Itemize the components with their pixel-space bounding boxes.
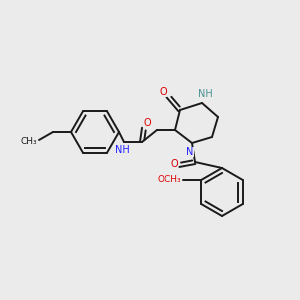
Text: O: O bbox=[170, 159, 178, 169]
Text: N: N bbox=[186, 147, 194, 157]
Text: NH: NH bbox=[115, 145, 129, 155]
Text: CH₃: CH₃ bbox=[21, 137, 37, 146]
Text: O: O bbox=[159, 87, 167, 97]
Text: NH: NH bbox=[198, 89, 212, 99]
Text: O: O bbox=[143, 118, 151, 128]
Text: OCH₃: OCH₃ bbox=[158, 176, 181, 184]
